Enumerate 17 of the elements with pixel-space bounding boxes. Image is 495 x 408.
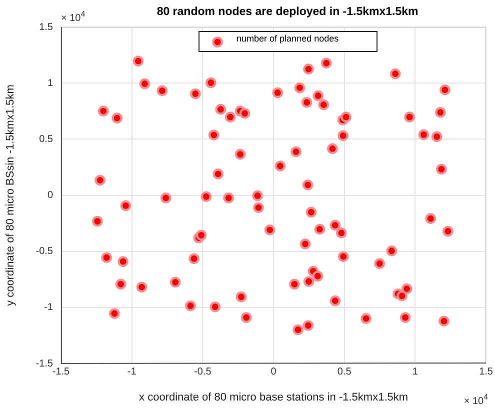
x-tick-label: -0.5 [194, 366, 212, 378]
x-tick-label: 0.5 [337, 366, 352, 378]
x-tick-label: -1 [127, 366, 137, 378]
y-tick-label: 1 [47, 78, 54, 89]
y-tick-label: 0 [47, 190, 54, 201]
legend-label: number of planned nodes [236, 33, 340, 44]
y-tick-label: 1.5 [39, 22, 54, 33]
y-tick-label: -1.5 [36, 358, 54, 370]
chart-title: 80 random nodes are deployed in -1.5kmx1.5km [156, 6, 418, 18]
y-axis-title: y coordinate of 80 micro BSsin -1.5kmx1.5km [4, 84, 17, 306]
y-tick-label: -0.5 [36, 246, 54, 258]
y-tick-label: -1 [44, 302, 54, 314]
x-axis-title: x coordinate of 80 micro base stations in -1.5kmx1.5km [139, 391, 408, 404]
y-tick-label: 0.5 [39, 134, 54, 145]
x-tick-label: 1 [412, 366, 418, 378]
x-tick-label: 1.5 [479, 366, 494, 378]
x-tick-label: 0 [270, 366, 277, 378]
